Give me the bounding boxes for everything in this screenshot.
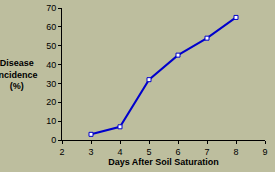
svg-text:7: 7 [204,147,209,157]
svg-text:40: 40 [46,60,56,70]
svg-text:0: 0 [51,135,56,145]
svg-text:60: 60 [46,22,56,32]
svg-text:DiseaseIncidence(%): DiseaseIncidence(%) [0,58,38,91]
svg-text:70: 70 [46,3,56,13]
svg-text:3: 3 [88,147,93,157]
svg-text:30: 30 [46,79,56,89]
svg-text:2: 2 [59,147,64,157]
svg-text:4: 4 [117,147,122,157]
svg-text:9: 9 [262,147,267,157]
svg-text:50: 50 [46,41,56,51]
svg-text:6: 6 [175,147,180,157]
svg-text:8: 8 [233,147,238,157]
svg-text:5: 5 [146,147,151,157]
svg-text:20: 20 [46,97,56,107]
svg-text:10: 10 [46,116,56,126]
svg-text:Days After Soil Saturation: Days After Soil Saturation [108,157,219,167]
